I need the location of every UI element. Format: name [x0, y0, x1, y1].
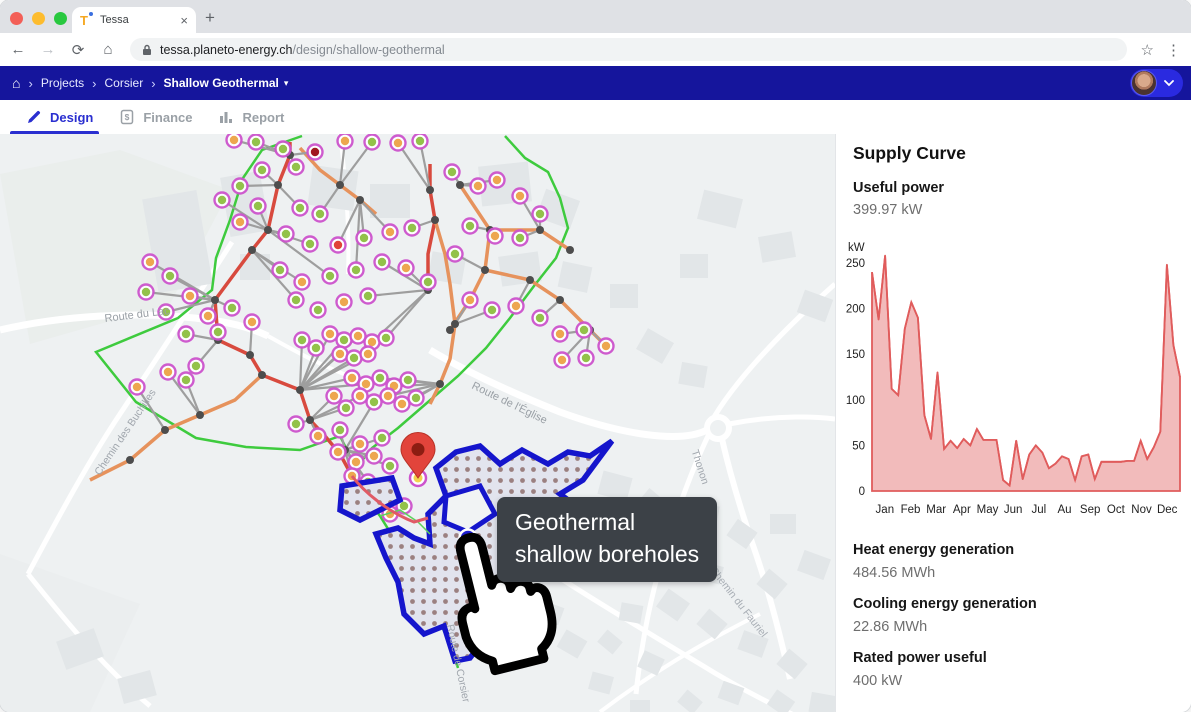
browser-tab-title: Tessa [100, 14, 129, 26]
minimize-window-button[interactable] [32, 12, 45, 25]
window-controls[interactable] [10, 12, 67, 25]
close-window-button[interactable] [10, 12, 23, 25]
heat-energy-label: Heat energy generation [853, 542, 1015, 558]
supply-curve-panel: Supply Curve Useful power 399.97 kW kW 0… [835, 134, 1191, 712]
reload-button[interactable]: ⟳ [71, 41, 85, 59]
breadcrumb-current-project[interactable]: Shallow Geothermal [163, 76, 279, 90]
chart-area-outline [871, 254, 1181, 487]
finance-document-icon: $ [119, 109, 135, 125]
pencil-icon [26, 109, 42, 125]
browser-tabstrip: T Tessa × + [0, 0, 1191, 33]
project-dropdown-caret-icon[interactable]: ▾ [283, 77, 289, 88]
chart-y-ticks: 0 50 100 150 200 250 [846, 258, 865, 498]
user-menu[interactable] [1130, 69, 1183, 97]
breadcrumb-projects[interactable]: Projects [40, 76, 85, 90]
panel-title: Supply Curve [853, 143, 966, 163]
breadcrumb-separator-icon: › [28, 75, 33, 91]
supply-curve-chart: kW 0 50 100 150 200 250 Jan Feb Mar Apr May Jun Jul… [846, 242, 1181, 516]
new-tab-button[interactable]: + [205, 8, 215, 27]
svg-text:Sep: Sep [1080, 504, 1100, 516]
cooling-energy-label: Cooling energy generation [853, 596, 1037, 612]
bar-chart-icon [218, 109, 234, 125]
bookmark-star-icon[interactable]: ☆ [1140, 41, 1154, 59]
zoom-window-button[interactable] [54, 12, 67, 25]
forward-button: → [40, 41, 56, 58]
rated-power-value: 400 kW [853, 673, 903, 689]
breadcrumb-separator-icon: › [151, 75, 156, 91]
heat-energy-value: 484.56 MWh [853, 565, 936, 581]
browser-tab[interactable]: T Tessa × [72, 7, 196, 33]
svg-text:Jul: Jul [1031, 504, 1046, 516]
map-canvas[interactable]: Route du Lac Chemin des Buchilles Route … [0, 134, 835, 712]
chart-area-fill [871, 255, 1181, 492]
cooling-energy-value: 22.86 MWh [853, 619, 928, 635]
svg-text:Jan: Jan [876, 504, 895, 516]
tab-report-label: Report [242, 109, 285, 125]
browser-toolbar: ← → ⟳ ⌂ tessa.planeto-energy.ch/design/s… [0, 33, 1191, 66]
padlock-icon [142, 44, 152, 56]
map-tooltip: Geothermal shallow boreholes [497, 497, 718, 583]
pipe-extension [350, 475, 429, 524]
svg-text:May: May [977, 504, 999, 516]
map-container: Route du Lac Chemin des Buchilles Route … [0, 134, 835, 712]
map-pin-icon[interactable] [400, 432, 436, 479]
hand-cursor-icon [455, 532, 557, 676]
useful-power-value: 399.97 kW [853, 202, 923, 218]
tab-design-label: Design [50, 109, 94, 125]
home-icon[interactable]: ⌂ [12, 75, 21, 91]
user-menu-chevron-icon [1164, 76, 1174, 90]
svg-text:250: 250 [846, 258, 865, 270]
url-host: tessa.planeto-energy.ch [160, 42, 293, 57]
active-tab-underline [10, 131, 100, 134]
chart-x-ticks: Jan Feb Mar Apr May Jun Jul Au Sep Oct Nov Dec [876, 504, 1178, 516]
svg-text:Jun: Jun [1004, 504, 1023, 516]
svg-text:Apr: Apr [953, 504, 971, 516]
tab-finance-label: Finance [143, 109, 193, 125]
app-tabbar: Design $ Finance Report [0, 100, 1191, 135]
app-navbar: ⌂ › Projects › Corsier › Shallow Geother… [0, 66, 1191, 100]
svg-text:$: $ [125, 112, 130, 122]
useful-power-label: Useful power [853, 180, 945, 196]
breadcrumb-corsier[interactable]: Corsier [104, 76, 144, 90]
browser-home-button[interactable]: ⌂ [103, 41, 113, 58]
roundabout-road [704, 414, 732, 442]
svg-text:150: 150 [846, 349, 865, 361]
tab-report[interactable]: Report [218, 100, 284, 134]
building-markers[interactable] [128, 134, 615, 523]
tab-finance[interactable]: $ Finance [119, 100, 192, 134]
tessa-favicon-icon: T [80, 11, 94, 28]
breadcrumb-separator-icon: › [92, 75, 97, 91]
svg-text:Nov: Nov [1131, 504, 1152, 516]
svg-text:Oct: Oct [1107, 504, 1126, 516]
tab-design[interactable]: Design [10, 100, 100, 134]
tooltip-line2: shallow boreholes [515, 540, 700, 567]
close-tab-icon[interactable]: × [180, 12, 188, 28]
rated-power-label: Rated power useful [853, 650, 987, 666]
browser-menu-icon[interactable]: ⋮ [1166, 41, 1181, 59]
user-avatar[interactable] [1131, 70, 1157, 96]
svg-text:50: 50 [852, 440, 865, 452]
svg-text:100: 100 [846, 395, 865, 407]
url-path: /design/shallow-geothermal [292, 42, 445, 57]
back-button[interactable]: ← [10, 41, 26, 58]
url-bar[interactable]: tessa.planeto-energy.ch/design/shallow-g… [130, 38, 1127, 61]
tooltip-line1: Geothermal [515, 509, 636, 535]
svg-text:0: 0 [859, 486, 865, 498]
svg-text:Dec: Dec [1157, 504, 1178, 516]
svg-text:Feb: Feb [901, 504, 921, 516]
svg-text:Mar: Mar [926, 504, 946, 516]
chart-y-axis-unit: kW [848, 242, 865, 254]
svg-text:Au: Au [1057, 504, 1071, 516]
svg-text:200: 200 [846, 304, 865, 316]
